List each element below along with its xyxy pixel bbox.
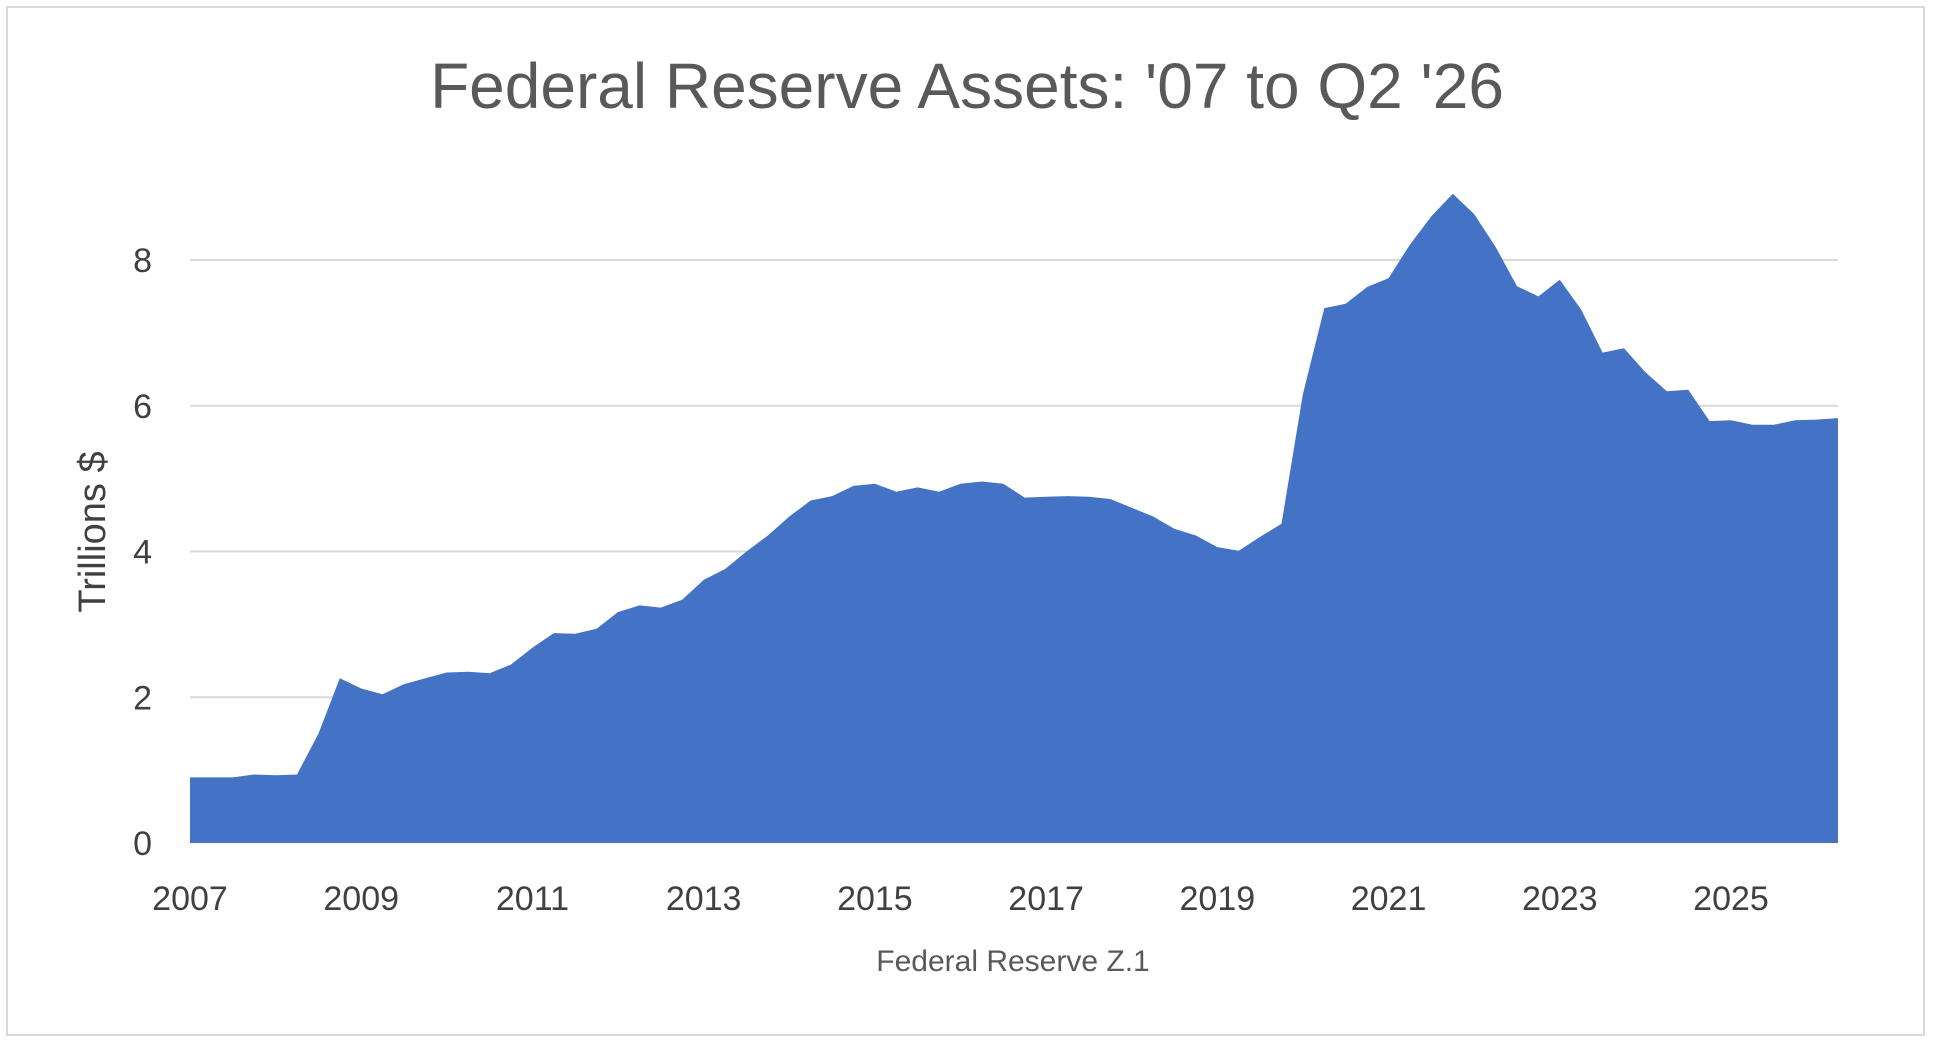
x-axis-ticks: 2007 2009 2011 2013 2015 2017 2019 2021 2023 2025 bbox=[152, 880, 1769, 918]
x-tick-label: 2019 bbox=[1180, 880, 1256, 918]
area-series bbox=[190, 193, 1838, 843]
x-tick-label: 2007 bbox=[152, 880, 228, 918]
x-tick-label: 2015 bbox=[837, 880, 913, 918]
x-tick-label: 2011 bbox=[496, 880, 569, 918]
y-tick-label: 0 bbox=[133, 825, 152, 863]
y-axis-ticks: 0 2 4 6 8 bbox=[133, 242, 152, 863]
y-axis-title: Trillions $ bbox=[72, 451, 114, 612]
x-tick-label: 2009 bbox=[323, 880, 399, 918]
x-axis-title: Federal Reserve Z.1 bbox=[876, 945, 1149, 978]
y-tick-label: 8 bbox=[133, 242, 152, 280]
x-tick-label: 2021 bbox=[1351, 880, 1427, 918]
y-tick-label: 4 bbox=[133, 534, 152, 572]
chart-title: Federal Reserve Assets: '07 to Q2 '26 bbox=[430, 50, 1504, 122]
y-tick-label: 2 bbox=[133, 679, 152, 717]
y-tick-label: 6 bbox=[133, 388, 152, 426]
x-tick-label: 2025 bbox=[1693, 880, 1769, 918]
x-tick-label: 2017 bbox=[1008, 880, 1084, 918]
x-tick-label: 2013 bbox=[666, 880, 742, 918]
x-tick-label: 2023 bbox=[1522, 880, 1598, 918]
